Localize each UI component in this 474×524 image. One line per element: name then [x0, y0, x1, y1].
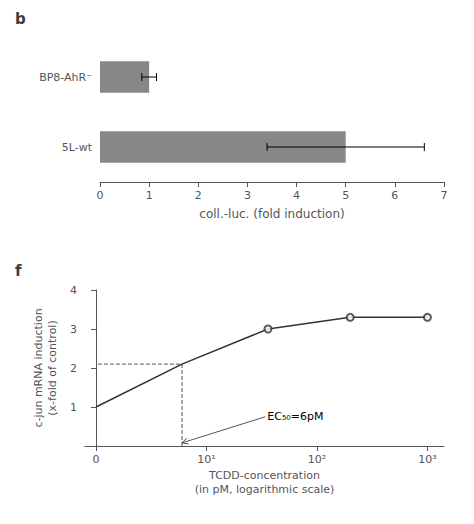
svg-text:TCDD-concentration: TCDD-concentration: [208, 469, 320, 482]
svg-text:0: 0: [97, 189, 104, 202]
svg-text:10¹: 10¹: [197, 453, 215, 466]
svg-text:5: 5: [342, 189, 349, 202]
svg-text:5L-wt: 5L-wt: [62, 141, 93, 154]
svg-text:b: b: [15, 10, 26, 28]
svg-text:4: 4: [293, 189, 300, 202]
svg-text:EC₅₀=6pM: EC₅₀=6pM: [267, 410, 323, 423]
svg-text:7: 7: [441, 189, 448, 202]
svg-text:10³: 10³: [418, 453, 436, 466]
svg-text:coll.-luc. (fold induction): coll.-luc. (fold induction): [199, 207, 344, 221]
svg-text:1: 1: [70, 401, 77, 414]
svg-text:2: 2: [195, 189, 202, 202]
svg-text:f: f: [15, 262, 22, 280]
svg-text:3: 3: [70, 323, 77, 336]
svg-text:10²: 10²: [308, 453, 326, 466]
svg-text:1: 1: [146, 189, 153, 202]
svg-text:0: 0: [93, 453, 100, 466]
svg-text:(x-fold of control): (x-fold of control): [46, 320, 59, 415]
svg-text:6: 6: [391, 189, 398, 202]
svg-text:2: 2: [70, 362, 77, 375]
svg-text:(in pM, logarithmic scale): (in pM, logarithmic scale): [195, 483, 335, 496]
svg-text:BP8-AhR⁻: BP8-AhR⁻: [39, 71, 92, 84]
svg-text:c-jun mRNA induction: c-jun mRNA induction: [32, 308, 45, 427]
svg-text:4: 4: [70, 284, 77, 297]
svg-text:3: 3: [244, 189, 251, 202]
